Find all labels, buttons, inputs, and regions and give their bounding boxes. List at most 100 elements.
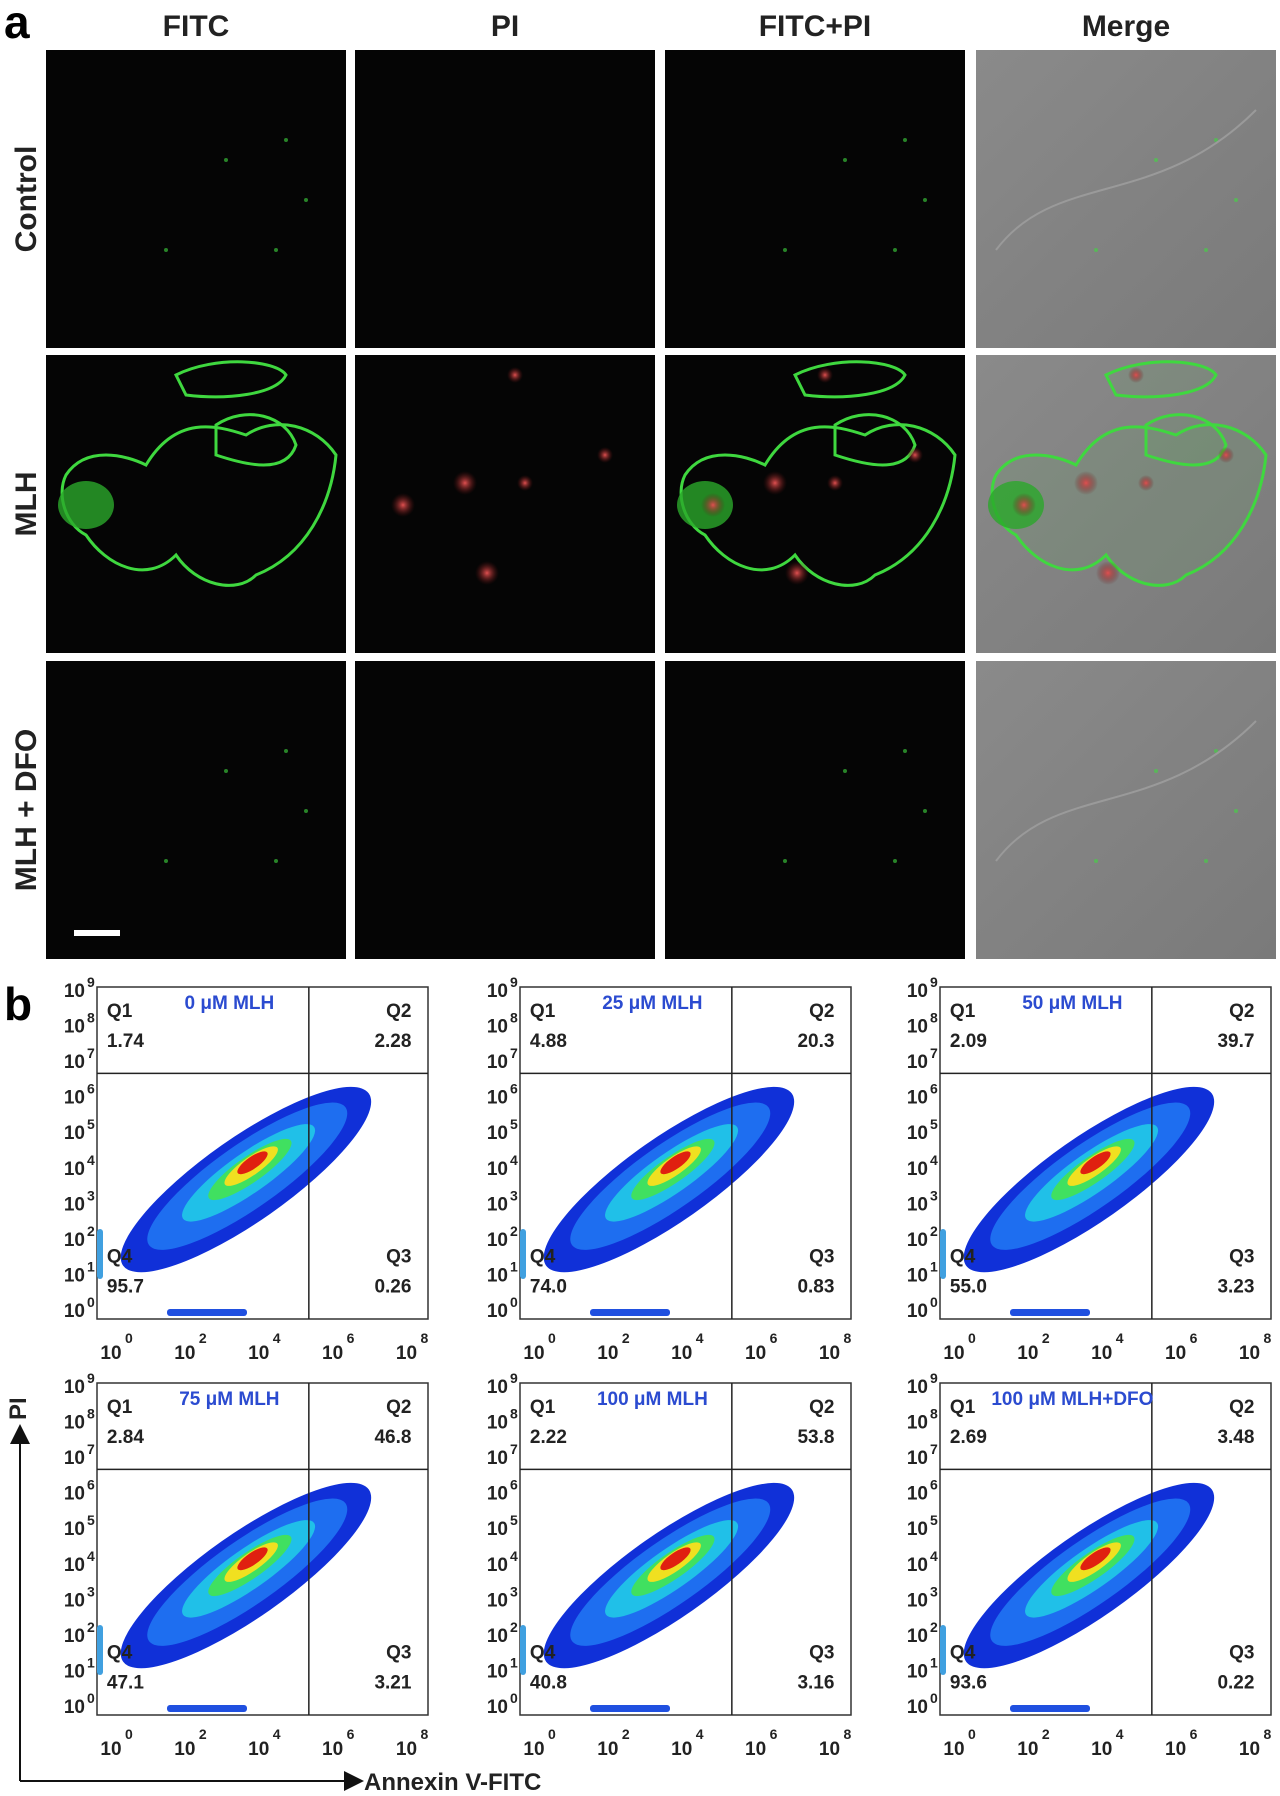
density-axis bbox=[940, 1229, 946, 1279]
density bbox=[1080, 1151, 1111, 1175]
y-tick-exp: 3 bbox=[87, 1583, 95, 1599]
quadrant-name: Q2 bbox=[1229, 1397, 1254, 1418]
y-tick-base: 10 bbox=[64, 1448, 85, 1469]
nucleus bbox=[1012, 493, 1036, 517]
plot-title: 75 μM MLH bbox=[179, 1389, 279, 1410]
quadrant-value: 55.0 bbox=[950, 1277, 987, 1298]
y-tick-exp: 3 bbox=[930, 1583, 938, 1599]
x-tick-exp: 0 bbox=[548, 1726, 556, 1742]
quadrant-name: Q4 bbox=[530, 1643, 556, 1664]
y-tick-exp: 6 bbox=[930, 1081, 938, 1097]
density-axis bbox=[167, 1309, 247, 1316]
quadrant-value: 47.1 bbox=[107, 1673, 144, 1694]
quadrant-name: Q1 bbox=[107, 1397, 133, 1418]
y-tick-base: 10 bbox=[487, 1626, 508, 1647]
micrograph bbox=[46, 661, 346, 959]
micrograph bbox=[355, 355, 655, 653]
x-tick-exp: 8 bbox=[1263, 1330, 1271, 1346]
speck bbox=[1234, 198, 1238, 202]
micrograph bbox=[976, 50, 1276, 348]
y-tick-exp: 4 bbox=[510, 1548, 518, 1564]
y-tick-base: 10 bbox=[64, 1194, 85, 1215]
y-tick-base: 10 bbox=[907, 1448, 928, 1469]
y-tick-base: 10 bbox=[64, 1661, 85, 1682]
image-bg bbox=[46, 661, 346, 959]
x-tick-base: 10 bbox=[745, 1739, 766, 1760]
x-tick-exp: 6 bbox=[1190, 1726, 1198, 1742]
y-tick-base: 10 bbox=[907, 1626, 928, 1647]
x-tick-base: 10 bbox=[396, 1739, 417, 1760]
x-tick-exp: 6 bbox=[347, 1330, 355, 1346]
y-tick-exp: 0 bbox=[87, 1690, 95, 1706]
y-axis-title: PI bbox=[5, 1397, 32, 1420]
x-tick-exp: 8 bbox=[420, 1726, 428, 1742]
y-tick-exp: 5 bbox=[930, 1512, 938, 1528]
speck bbox=[903, 749, 907, 753]
micrograph bbox=[355, 50, 655, 348]
y-tick-base: 10 bbox=[907, 1230, 928, 1251]
speck bbox=[304, 198, 308, 202]
x-tick-exp: 8 bbox=[1263, 1726, 1271, 1742]
y-tick-exp: 9 bbox=[87, 974, 95, 990]
column-header: Merge bbox=[1082, 10, 1170, 43]
micrograph bbox=[355, 661, 655, 959]
quadrant-value: 2.69 bbox=[950, 1427, 987, 1448]
quadrant-value: 2.28 bbox=[374, 1031, 411, 1052]
y-tick-exp: 0 bbox=[510, 1690, 518, 1706]
x-tick-base: 10 bbox=[1017, 1739, 1038, 1760]
x-tick-base: 10 bbox=[1239, 1739, 1260, 1760]
x-tick-base: 10 bbox=[1091, 1343, 1112, 1364]
y-tick-exp: 3 bbox=[510, 1187, 518, 1203]
quadrant-value: 2.09 bbox=[950, 1031, 987, 1052]
x-tick-exp: 2 bbox=[1042, 1330, 1050, 1346]
x-tick-base: 10 bbox=[819, 1739, 840, 1760]
y-tick-base: 10 bbox=[64, 1555, 85, 1576]
speck bbox=[284, 138, 288, 142]
quadrant-value: 1.74 bbox=[107, 1031, 144, 1052]
x-tick-exp: 4 bbox=[696, 1330, 704, 1346]
y-tick-base: 10 bbox=[487, 1159, 508, 1180]
cell-outline bbox=[833, 413, 917, 467]
x-tick-exp: 0 bbox=[968, 1726, 976, 1742]
y-tick-exp: 0 bbox=[87, 1294, 95, 1310]
quadrant-value: 53.8 bbox=[797, 1427, 834, 1448]
y-tick-base: 10 bbox=[487, 1661, 508, 1682]
y-tick-base: 10 bbox=[487, 981, 508, 1002]
x-tick-exp: 8 bbox=[843, 1330, 851, 1346]
plot-title: 100 μM MLH+DFO bbox=[991, 1389, 1153, 1410]
x-tick-base: 10 bbox=[248, 1739, 269, 1760]
cell-outline bbox=[60, 423, 338, 587]
y-tick-exp: 1 bbox=[510, 1654, 518, 1670]
speck bbox=[1154, 769, 1158, 773]
image-bg bbox=[665, 661, 965, 959]
y-tick-base: 10 bbox=[64, 1377, 85, 1398]
quadrant-name: Q3 bbox=[809, 1643, 834, 1664]
y-tick-base: 10 bbox=[64, 1159, 85, 1180]
y-tick-base: 10 bbox=[487, 1052, 508, 1073]
y-tick-exp: 2 bbox=[930, 1619, 938, 1635]
x-tick-base: 10 bbox=[1239, 1343, 1260, 1364]
speck bbox=[893, 859, 897, 863]
y-tick-base: 10 bbox=[907, 1265, 928, 1286]
flow-plot: 100 μM MLHQ12.22Q253.8Q33.16Q440.8100102… bbox=[487, 1370, 852, 1760]
x-tick-base: 10 bbox=[322, 1739, 343, 1760]
x-tick-base: 10 bbox=[1091, 1739, 1112, 1760]
y-tick-base: 10 bbox=[907, 1052, 928, 1073]
y-tick-exp: 8 bbox=[930, 1406, 938, 1422]
x-tick-base: 10 bbox=[174, 1343, 195, 1364]
micrograph bbox=[665, 50, 965, 348]
x-tick-base: 10 bbox=[322, 1343, 343, 1364]
y-tick-base: 10 bbox=[487, 1301, 508, 1322]
speck bbox=[1154, 158, 1158, 162]
x-tick-base: 10 bbox=[597, 1739, 618, 1760]
quadrant-value: 39.7 bbox=[1217, 1031, 1254, 1052]
density-axis bbox=[940, 1625, 946, 1675]
y-tick-exp: 7 bbox=[87, 1441, 95, 1457]
nucleus bbox=[817, 367, 833, 383]
y-tick-exp: 1 bbox=[510, 1258, 518, 1274]
y-tick-exp: 6 bbox=[87, 1477, 95, 1493]
x-tick-exp: 6 bbox=[770, 1330, 778, 1346]
x-tick-exp: 4 bbox=[273, 1726, 281, 1742]
y-tick-base: 10 bbox=[487, 1555, 508, 1576]
